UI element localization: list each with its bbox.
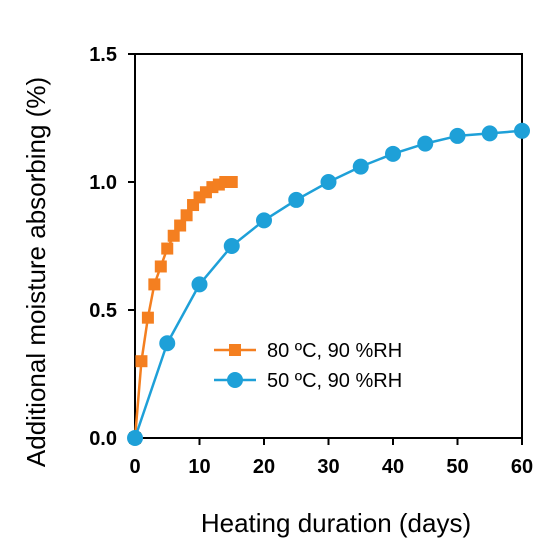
legend-marker-50c bbox=[227, 372, 243, 388]
y-tick-label: 0.0 bbox=[89, 428, 117, 450]
x-tick-label: 20 bbox=[253, 456, 275, 478]
x-tick-label: 40 bbox=[382, 456, 404, 478]
series-marker-80c bbox=[225, 176, 238, 188]
x-tick-label: 0 bbox=[129, 456, 140, 478]
legend-label-50c: 50 ºC, 90 %RH bbox=[267, 370, 402, 392]
series-marker-50c bbox=[288, 191, 305, 208]
x-tick-label: 50 bbox=[446, 456, 468, 478]
axes: 0.0 0.5 1.0 1.5 0 10 20 30 40 50 60 bbox=[89, 44, 533, 478]
series-marker-50c bbox=[191, 276, 208, 293]
series-marker-50c bbox=[352, 158, 369, 175]
series-marker-80c bbox=[154, 260, 167, 273]
x-tick-label: 30 bbox=[317, 456, 339, 478]
series-marker-80c bbox=[187, 199, 200, 212]
y-tick-label: 1.0 bbox=[89, 172, 117, 194]
series-marker-80c bbox=[148, 278, 161, 291]
plot-frame bbox=[134, 53, 523, 439]
legend-label-80c: 80 ºC, 90 %RH bbox=[267, 340, 402, 362]
series-marker-50c bbox=[223, 238, 240, 254]
series-marker-80c bbox=[174, 219, 187, 232]
legend: 80 ºC, 90 %RH 50 ºC, 90 %RH bbox=[214, 340, 402, 392]
series-marker-80c bbox=[141, 311, 154, 324]
series-layer bbox=[127, 122, 530, 446]
series-marker-80c bbox=[135, 355, 148, 368]
series-marker-50c bbox=[449, 127, 466, 144]
y-axis-title: Additional moisture absorbing (%) bbox=[21, 77, 51, 467]
plot-area bbox=[134, 53, 523, 439]
series-marker-50c bbox=[417, 135, 434, 152]
series-marker-50c bbox=[256, 212, 272, 229]
series-marker-50c bbox=[320, 174, 337, 190]
y-tick-label: 0.5 bbox=[89, 300, 117, 322]
series-marker-80c bbox=[180, 209, 193, 222]
x-tick-label: 10 bbox=[188, 456, 210, 478]
x-tick-label: 60 bbox=[511, 456, 533, 478]
series-marker-80c bbox=[161, 242, 174, 255]
x-axis-title: Heating duration (days) bbox=[201, 508, 471, 538]
series-marker-50c bbox=[127, 430, 143, 446]
legend-marker-80c bbox=[229, 344, 241, 356]
series-marker-50c bbox=[385, 145, 401, 162]
series-marker-50c bbox=[514, 122, 530, 139]
series-marker-80c bbox=[167, 229, 180, 242]
series-marker-50c bbox=[481, 125, 498, 142]
series-marker-50c bbox=[159, 335, 176, 352]
y-tick-label: 1.5 bbox=[89, 44, 117, 66]
